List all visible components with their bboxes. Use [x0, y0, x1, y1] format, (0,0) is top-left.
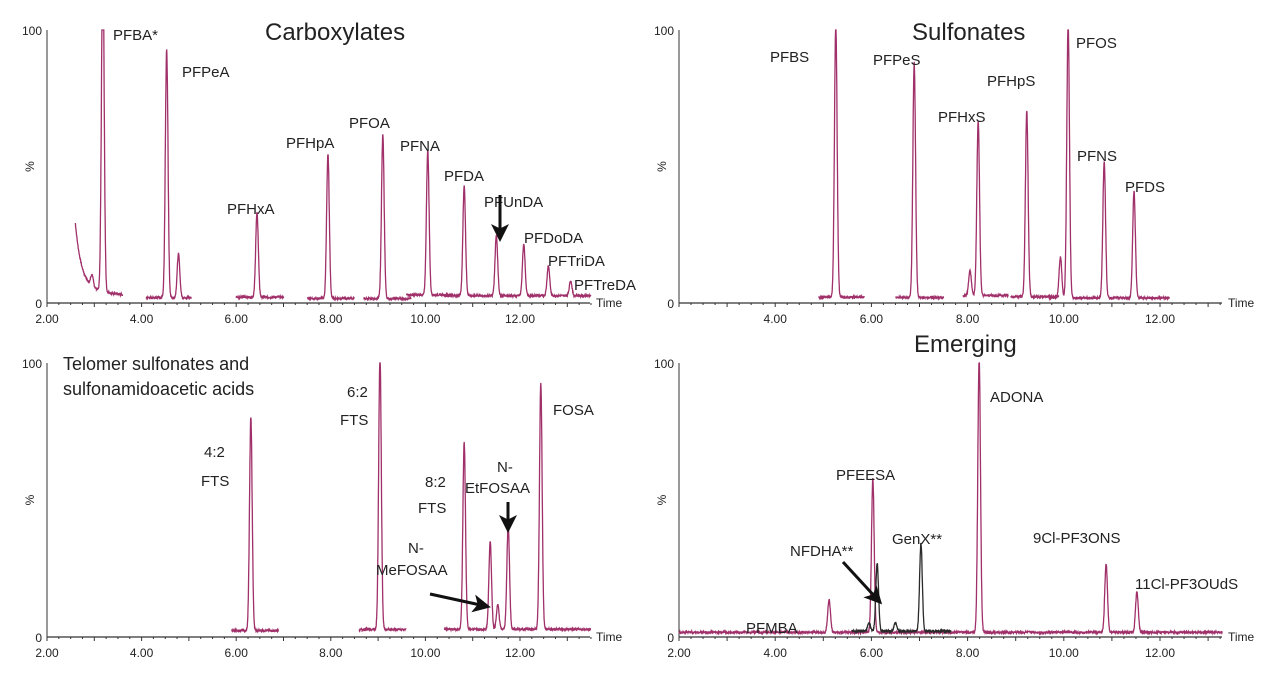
x-axis-label: Time — [1228, 296, 1255, 310]
peak-label: PFHxA — [227, 201, 275, 218]
y-tick-label-100: 100 — [654, 357, 674, 371]
y-axis-label: % — [655, 494, 669, 505]
peak-label: PFOS — [1076, 35, 1117, 52]
x-tick-label: 10.00 — [410, 312, 440, 326]
peak-label: FTS — [201, 473, 229, 490]
peak-label: NFDHA** — [790, 543, 854, 560]
arrow-annotation — [843, 562, 878, 600]
x-axis-label: Time — [596, 630, 623, 644]
x-tick-label: 4.00 — [764, 312, 788, 326]
x-tick-label: 12.00 — [1145, 312, 1175, 326]
peak-label: PFDS — [1125, 179, 1165, 196]
peak-label: FTS — [340, 412, 368, 429]
peak-label: ADONA — [990, 389, 1043, 406]
chart-title: Carboxylates — [265, 19, 405, 46]
x-tick-label: 4.00 — [764, 646, 788, 660]
trace-line — [307, 154, 354, 299]
peak-label: PFPeA — [182, 64, 230, 81]
trace-line — [819, 30, 865, 298]
y-axis-label: % — [655, 161, 669, 172]
y-tick-label-100: 100 — [22, 357, 42, 371]
peak-label: N- — [497, 459, 513, 476]
peak-label: PFHpA — [286, 135, 334, 152]
x-tick-label: 6.00 — [225, 646, 249, 660]
peak-label: PFBA* — [113, 27, 158, 44]
y-tick-label-0: 0 — [35, 631, 42, 645]
x-tick-label: 2.00 — [35, 312, 59, 326]
peak-label: FOSA — [553, 402, 594, 419]
x-tick-label: 12.00 — [505, 312, 535, 326]
y-tick-label-100: 100 — [654, 24, 674, 38]
peak-label: 4:2 — [204, 444, 225, 461]
peak-label: EtFOSAA — [465, 480, 530, 497]
arrow-annotation — [430, 594, 485, 606]
peak-label: PFHxS — [938, 109, 986, 126]
trace-line — [236, 212, 283, 298]
panel-4: 2.00 4.00 6.00 8.00 10.00 12.00 100 0% Time Emerg… — [654, 331, 1255, 660]
peak-label: PFPeS — [873, 52, 921, 69]
x-tick-label: 2.00 — [35, 646, 59, 660]
x-tick-label: 8.00 — [956, 312, 980, 326]
x-tick-label: 12.00 — [505, 646, 535, 660]
trace-line — [1011, 111, 1059, 298]
x-tick-label: 8.00 — [319, 312, 343, 326]
peak-label: FTS — [418, 500, 446, 517]
x-tick-label: 2.00 — [667, 646, 691, 660]
peak-label: PFTriDA — [548, 253, 605, 270]
x-axis-label: Time — [1228, 630, 1255, 644]
x-axis-label: Time — [596, 296, 623, 310]
peak-label: 9Cl-PF3ONS — [1033, 530, 1121, 547]
x-tick-label: 4.00 — [130, 312, 154, 326]
peak-label: PFDA — [444, 168, 484, 185]
peak-label: PFNS — [1077, 148, 1117, 165]
chart-title-line: sulfonamidoacetic acids — [63, 379, 254, 399]
trace-line — [364, 134, 411, 299]
peak-label: PFHpS — [987, 73, 1035, 90]
chart-title: Emerging — [914, 331, 1017, 358]
y-tick-label-0: 0 — [667, 631, 674, 645]
trace-line — [444, 383, 590, 630]
peak-label: PFNA — [400, 138, 440, 155]
x-tick-label: 6.00 — [860, 646, 884, 660]
peak-label: PFTreDA — [574, 277, 636, 294]
peak-label: MeFOSAA — [376, 562, 448, 579]
x-tick-label: 8.00 — [319, 646, 343, 660]
x-tick-label: 10.00 — [1049, 646, 1079, 660]
peak-label: PFEESA — [836, 467, 895, 484]
x-tick-label: 10.00 — [1049, 312, 1079, 326]
peak-label: PFOA — [349, 115, 390, 132]
peak-label: PFDoDA — [524, 230, 583, 247]
y-axis-label: % — [23, 161, 37, 172]
peak-label: 6:2 — [347, 384, 368, 401]
x-tick-label: 10.00 — [410, 646, 440, 660]
y-tick-label-0: 0 — [667, 297, 674, 311]
y-axis-label: % — [23, 494, 37, 505]
peak-label: N- — [408, 540, 424, 557]
trace-line — [146, 49, 191, 298]
trace-line — [232, 418, 279, 632]
peak-label: 11Cl-PF3OUdS — [1135, 576, 1238, 593]
trace-line — [359, 363, 406, 631]
x-tick-label: 12.00 — [1145, 646, 1175, 660]
chart-title-line: Telomer sulfonates and — [63, 354, 249, 374]
trace-line — [896, 62, 944, 299]
peak-label: PFUnDA — [484, 194, 543, 211]
x-tick-label: 4.00 — [130, 646, 154, 660]
trace-line — [963, 121, 1008, 297]
peak-label: PFBS — [770, 49, 809, 66]
x-tick-label: 6.00 — [225, 312, 249, 326]
y-tick-label-0: 0 — [35, 297, 42, 311]
panel-1: 2.00 4.00 6.00 8.00 10.00 12.00 100 0% Time Carbo… — [22, 19, 636, 326]
x-tick-label: 8.00 — [956, 646, 980, 660]
peak-label: PFMBA — [746, 620, 798, 637]
panel-2: 4.00 6.00 8.00 10.00 12.00 100 0% Time Sulfonate… — [654, 19, 1255, 326]
y-tick-label-100: 100 — [22, 24, 42, 38]
panel-3: 2.00 4.00 6.00 8.00 10.00 12.00 100 0% Time Telom… — [22, 354, 623, 660]
trace-line — [75, 30, 122, 295]
peak-label: 8:2 — [425, 474, 446, 491]
peak-label: GenX** — [892, 531, 942, 548]
chart-title: Sulfonates — [912, 19, 1025, 46]
x-tick-label: 6.00 — [860, 312, 884, 326]
